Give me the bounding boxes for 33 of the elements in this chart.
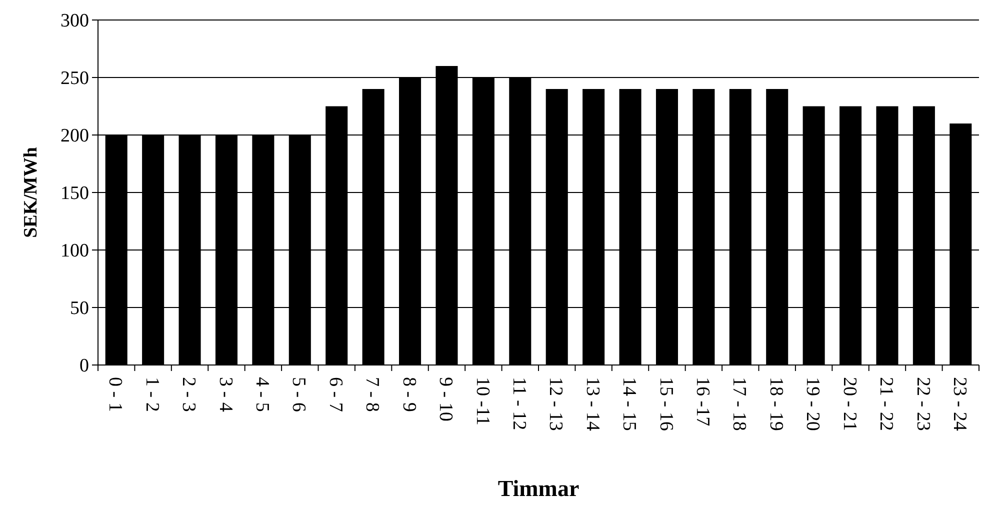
- x-tick-label: 22 - 23: [912, 377, 934, 431]
- x-tick-label: 15 - 16: [655, 377, 676, 431]
- y-tick-label: 50: [70, 298, 89, 320]
- x-tick-label: 4 - 5: [252, 377, 273, 412]
- x-tick-label: 1 - 2: [141, 377, 162, 412]
- x-axis-title: Timmar: [498, 476, 580, 501]
- x-tick-label: 11 - 12: [508, 377, 530, 430]
- x-tick-label: 2 - 3: [178, 377, 200, 412]
- x-tick-label: 3 - 4: [214, 377, 236, 412]
- x-tick-label: 5 - 6: [288, 377, 310, 412]
- y-tick-label: 250: [60, 68, 89, 90]
- x-tick-label: 10 -11: [472, 377, 493, 426]
- x-tick-label: 14 - 15: [618, 377, 640, 431]
- y-axis-title: SEK/MWh: [20, 146, 42, 238]
- x-tick-label: 13 - 14: [582, 377, 603, 432]
- x-tick-label: 21 - 22: [876, 377, 897, 431]
- x-tick-label: 16 -17: [692, 377, 714, 426]
- x-tick-label: 0 - 1: [104, 377, 126, 412]
- y-tick-label: 300: [60, 10, 89, 32]
- x-tick-label: 23 - 24: [948, 377, 970, 432]
- x-tick-label: 7 - 8: [362, 377, 383, 412]
- x-tick-label: 18 - 19: [765, 377, 786, 431]
- y-tick-label: 200: [60, 126, 89, 147]
- x-tick-label: 6 - 7: [324, 377, 346, 412]
- x-tick-label: 17 - 18: [728, 377, 750, 431]
- x-tick-label: 20 - 21: [838, 377, 860, 431]
- y-tick-label: 0: [80, 356, 89, 377]
- y-tick-label: 150: [60, 183, 89, 204]
- y-tick-label: 100: [60, 240, 89, 262]
- x-tick-label: 12 - 13: [545, 377, 566, 431]
- x-tick-label: 8 - 9: [398, 377, 420, 412]
- x-tick-label: 9 - 10: [435, 377, 456, 422]
- x-tick-label: 19 - 20: [802, 377, 824, 431]
